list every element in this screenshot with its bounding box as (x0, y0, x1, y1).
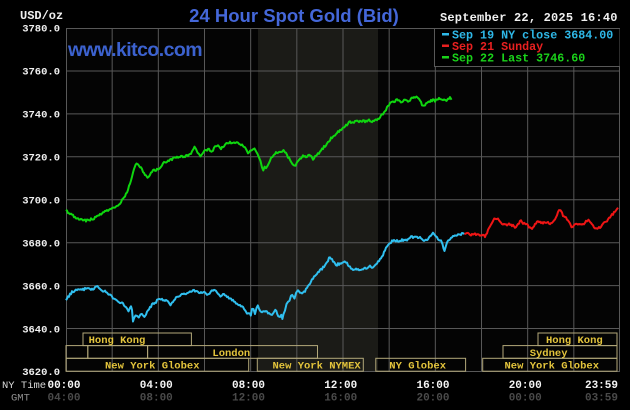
svg-text:Hong Kong: Hong Kong (89, 335, 146, 347)
svg-text:16:00: 16:00 (324, 393, 357, 405)
svg-text:Sep 21 Sunday: Sep 21 Sunday (452, 40, 543, 54)
svg-text:08:00: 08:00 (232, 380, 265, 392)
svg-text:3640.0: 3640.0 (22, 324, 60, 336)
svg-text:Hong Kong: Hong Kong (546, 335, 603, 347)
svg-text:3740.0: 3740.0 (22, 110, 60, 122)
svg-text:September 22, 2025 16:40: September 22, 2025 16:40 (440, 11, 618, 25)
svg-text:Sep 19 NY close 3684.00: Sep 19 NY close 3684.00 (452, 28, 613, 42)
svg-text:04:00: 04:00 (140, 380, 173, 392)
svg-text:00:00: 00:00 (509, 393, 542, 405)
svg-text:04:00: 04:00 (47, 393, 80, 405)
svg-text:Sep 22 Last 3746.60: Sep 22 Last 3746.60 (452, 51, 585, 65)
svg-text:16:00: 16:00 (416, 380, 449, 392)
svg-text:20:00: 20:00 (509, 380, 542, 392)
svg-text:New York Globex: New York Globex (505, 361, 600, 373)
svg-text:23:59: 23:59 (585, 380, 618, 392)
svg-text:Sydney: Sydney (530, 348, 569, 360)
svg-text:3660.0: 3660.0 (22, 281, 60, 293)
svg-text:20:00: 20:00 (416, 393, 449, 405)
svg-text:08:00: 08:00 (140, 393, 173, 405)
svg-text:NY Globex: NY Globex (389, 361, 446, 373)
svg-text:24 Hour Spot Gold (Bid): 24 Hour Spot Gold (Bid) (189, 5, 399, 26)
svg-text:3720.0: 3720.0 (22, 153, 60, 165)
svg-text:00:00: 00:00 (47, 380, 80, 392)
svg-text:3620.0: 3620.0 (22, 367, 60, 379)
svg-text:3680.0: 3680.0 (22, 238, 60, 250)
svg-text:New York NYMEX: New York NYMEX (273, 361, 362, 373)
svg-text:London: London (212, 348, 250, 360)
svg-text:3700.0: 3700.0 (22, 195, 60, 207)
svg-text:NY Time: NY Time (2, 380, 46, 392)
svg-text:www.kitco.com: www.kitco.com (67, 39, 202, 61)
svg-text:USD/oz: USD/oz (20, 9, 63, 23)
svg-text:3760.0: 3760.0 (22, 67, 60, 79)
svg-text:GMT: GMT (11, 393, 30, 405)
svg-text:3780.0: 3780.0 (22, 24, 60, 36)
svg-text:12:00: 12:00 (232, 393, 265, 405)
svg-text:New York Globex: New York Globex (105, 361, 200, 373)
svg-text:03:59: 03:59 (585, 393, 618, 405)
svg-text:12:00: 12:00 (324, 380, 357, 392)
